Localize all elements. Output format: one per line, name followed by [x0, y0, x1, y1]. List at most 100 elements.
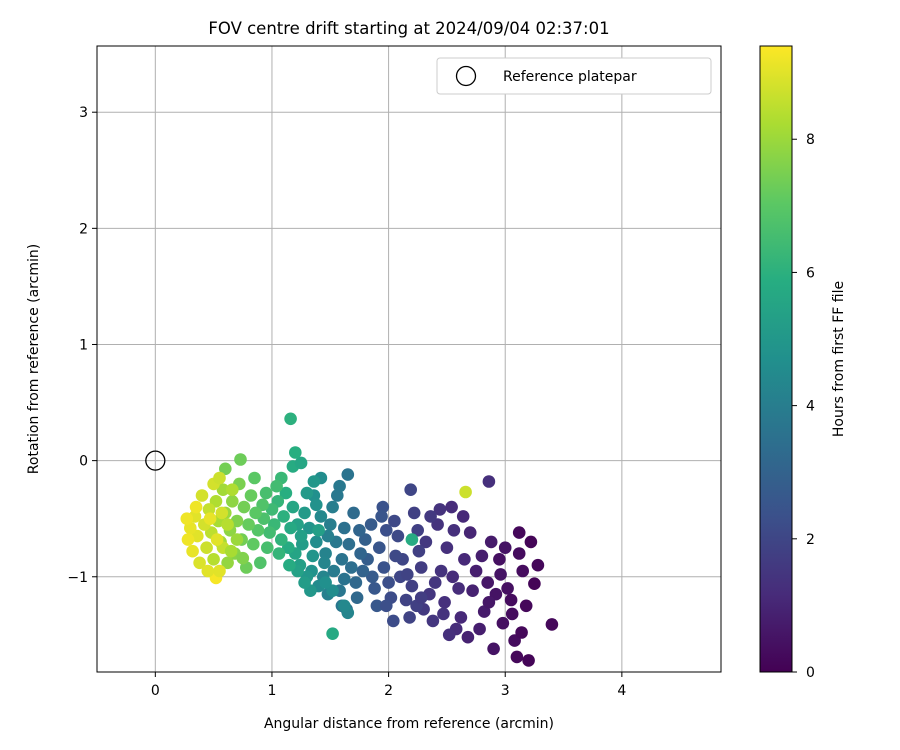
scatter-point	[469, 564, 483, 578]
scatter-point	[270, 479, 283, 493]
scatter-point	[180, 512, 194, 525]
y-tick-label: −1	[67, 570, 88, 586]
scatter-point	[388, 514, 401, 528]
scatter-point	[545, 618, 559, 631]
scatter-point	[387, 614, 400, 628]
scatter-point	[359, 533, 372, 546]
scatter-point	[493, 553, 506, 566]
scatter-point	[368, 582, 381, 595]
scatter-point	[195, 489, 209, 502]
y-tick-label: 3	[79, 105, 88, 121]
scatter-point	[324, 518, 337, 531]
scatter-point	[364, 518, 378, 531]
scatter-point	[482, 475, 496, 488]
scatter-point	[283, 558, 296, 572]
scatter-point	[237, 500, 251, 514]
scatter-point	[326, 500, 339, 514]
scatter-point	[272, 547, 286, 560]
scatter-point	[326, 627, 339, 640]
scatter-point	[411, 524, 425, 537]
scatter-point	[310, 535, 323, 549]
scatter-point	[215, 506, 229, 520]
scatter-point	[350, 591, 364, 604]
legend-box	[436, 57, 712, 95]
scatter-point	[298, 506, 311, 520]
x-axis-label: Angular distance from reference (arcmin)	[264, 716, 554, 732]
scatter-point	[213, 471, 226, 485]
scatter-point	[447, 524, 461, 537]
scatter-point	[380, 524, 393, 537]
scatter-point	[213, 564, 226, 578]
colorbar-tick-label: 6	[806, 265, 815, 281]
scatter-point	[498, 541, 512, 554]
scatter-point	[338, 521, 351, 535]
scatter-point	[347, 506, 360, 520]
colorbar-tick-label: 0	[806, 665, 815, 681]
scatter-point	[216, 483, 230, 497]
scatter-point	[342, 537, 356, 551]
scatter-point	[314, 510, 328, 523]
colorbar: 0 2 4 6 8 Hours from first FF file	[759, 45, 847, 681]
scatter-point	[475, 549, 489, 563]
scatter-point	[219, 462, 232, 476]
scatter-point	[510, 650, 524, 664]
scatter-point	[234, 453, 247, 466]
chart-title: FOV centre drift starting at 2024/09/04 …	[208, 19, 609, 38]
scatter-point	[181, 533, 195, 546]
legend-marker-icon	[455, 65, 477, 87]
reference-platepar-marker	[145, 450, 166, 471]
scatter-point	[438, 596, 451, 609]
scatter-point	[333, 479, 346, 493]
scatter-point	[437, 607, 450, 621]
scatter-point	[318, 556, 331, 570]
scatter-point	[236, 551, 250, 565]
scatter-point	[294, 529, 308, 543]
colorbar-tick-label: 2	[806, 532, 815, 548]
scatter-point	[321, 529, 335, 543]
colorbar-tick-label: 8	[806, 132, 815, 148]
scatter-point	[380, 599, 393, 613]
scatter-point	[203, 512, 217, 525]
scatter-point	[306, 549, 320, 563]
scatter-point	[487, 642, 500, 656]
scatter-point	[426, 614, 440, 628]
scatter-point	[524, 535, 538, 549]
scatter-point	[442, 628, 456, 642]
scatter-point	[265, 503, 279, 516]
scatter-point	[224, 544, 238, 558]
scatter-point	[259, 486, 273, 500]
scatter-point	[389, 549, 402, 563]
scatter-point	[277, 510, 290, 523]
scatter-point	[210, 533, 224, 546]
scatter-point	[186, 544, 199, 558]
scatter-point	[294, 456, 308, 470]
scatter-point	[401, 568, 414, 581]
scatter-point	[310, 498, 323, 512]
scatter-point	[376, 500, 390, 514]
scatter-point	[496, 616, 510, 630]
scatter-point	[428, 576, 442, 589]
scatter-point	[382, 576, 395, 589]
scatter-point	[201, 564, 215, 578]
scatter-point	[424, 510, 437, 523]
scatter-point	[456, 510, 470, 523]
scatter-point	[512, 526, 526, 539]
scatter-point	[221, 518, 234, 531]
scatter-point	[244, 489, 258, 502]
legend-entry-label: Reference platepar	[503, 69, 637, 85]
scatter-point	[391, 529, 405, 543]
scatter-point	[405, 533, 419, 546]
scatter-point	[338, 599, 351, 613]
reference-marker	[145, 450, 166, 471]
scatter-point	[414, 561, 428, 574]
scatter-point	[247, 537, 260, 551]
scatter-point	[366, 570, 379, 584]
scatter-point	[482, 596, 496, 609]
scatter-point	[263, 526, 276, 539]
scatter-point	[516, 564, 529, 578]
legend: Reference platepar	[436, 57, 712, 95]
y-tick-label: 0	[79, 454, 88, 470]
scatter-point	[221, 556, 234, 570]
x-tick-label: 3	[501, 683, 510, 699]
scatter-point	[377, 561, 391, 574]
